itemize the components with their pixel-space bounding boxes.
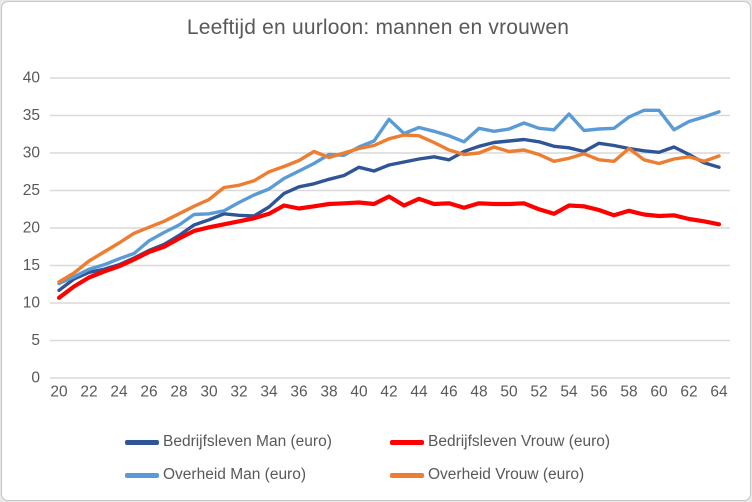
x-tick-label: 42: [380, 384, 397, 401]
legend-item-overheid-man: Overheid Man (euro): [125, 464, 306, 486]
x-tick-label: 48: [470, 384, 487, 401]
x-tick-label: 38: [320, 384, 337, 401]
y-tick-label: 10: [23, 295, 41, 312]
x-tick-label: 28: [170, 384, 187, 401]
legend-label: Bedrijfsleven Vrouw (euro): [428, 433, 611, 450]
legend-label: Overheid Man (euro): [163, 466, 307, 483]
y-tick-label: 15: [23, 257, 40, 274]
x-tick-label: 64: [710, 384, 728, 401]
x-tick-label: 20: [50, 384, 68, 401]
legend-row: Overheid Man (euro) Overheid Vrouw (euro…: [2, 464, 750, 486]
x-tick-label: 24: [110, 384, 128, 401]
x-tick-label: 46: [440, 384, 457, 401]
x-tick-label: 44: [410, 384, 428, 401]
legend-swatch-bedrijfsleven-vrouw: [390, 439, 424, 445]
legend-label: Overheid Vrouw (euro): [428, 466, 585, 483]
series-line-0: [57, 137, 721, 292]
x-tick-label: 34: [260, 384, 278, 401]
legend-item-bedrijfsleven-man: Bedrijfsleven Man (euro): [125, 431, 332, 453]
y-tick-label: 25: [23, 182, 40, 199]
legend-item-bedrijfsleven-vrouw: Bedrijfsleven Vrouw (euro): [390, 431, 610, 453]
x-tick-label: 56: [590, 384, 607, 401]
legend-swatch-bedrijfsleven-man: [125, 439, 159, 445]
x-tick-label: 40: [350, 384, 368, 401]
x-axis-labels: 20 22 24 26 28 30 32 34 36 38 40 42 44 46 48 50 52 54 56 58…: [50, 384, 728, 401]
x-tick-label: 52: [530, 384, 547, 401]
y-tick-label: 40: [23, 70, 41, 87]
chart-title: Leeftijd en uurloon: mannen en vrouwen: [186, 16, 570, 39]
y-axis-labels: 0 5 10 15 20 25 30 35 40: [23, 70, 41, 387]
legend-swatch-overheid-vrouw: [390, 472, 424, 478]
y-tick-label: 20: [23, 220, 41, 237]
y-tick-label: 5: [31, 332, 40, 349]
series-line-1: [56, 194, 722, 300]
series-line-2: [57, 108, 721, 286]
x-tick-label: 54: [560, 384, 578, 401]
legend-row: Bedrijfsleven Man (euro) Bedrijfsleven V…: [2, 431, 750, 453]
x-tick-label: 58: [620, 384, 637, 401]
legend-item-overheid-vrouw: Overheid Vrouw (euro): [390, 464, 584, 486]
legend-label: Bedrijfsleven Man (euro): [163, 433, 332, 450]
x-tick-label: 36: [290, 384, 307, 401]
x-tick-label: 50: [500, 384, 518, 401]
x-tick-label: 32: [230, 384, 247, 401]
x-tick-label: 62: [680, 384, 697, 401]
x-tick-label: 60: [650, 384, 668, 401]
series-line-3: [57, 133, 721, 284]
legend-swatch-overheid-man: [125, 472, 159, 478]
x-tick-label: 22: [80, 384, 97, 401]
y-tick-label: 0: [31, 370, 40, 387]
y-tick-label: 35: [23, 107, 40, 124]
y-tick-label: 30: [23, 145, 41, 162]
x-tick-label: 30: [200, 384, 218, 401]
gridlines: [50, 77, 730, 379]
x-tick-label: 26: [140, 384, 157, 401]
